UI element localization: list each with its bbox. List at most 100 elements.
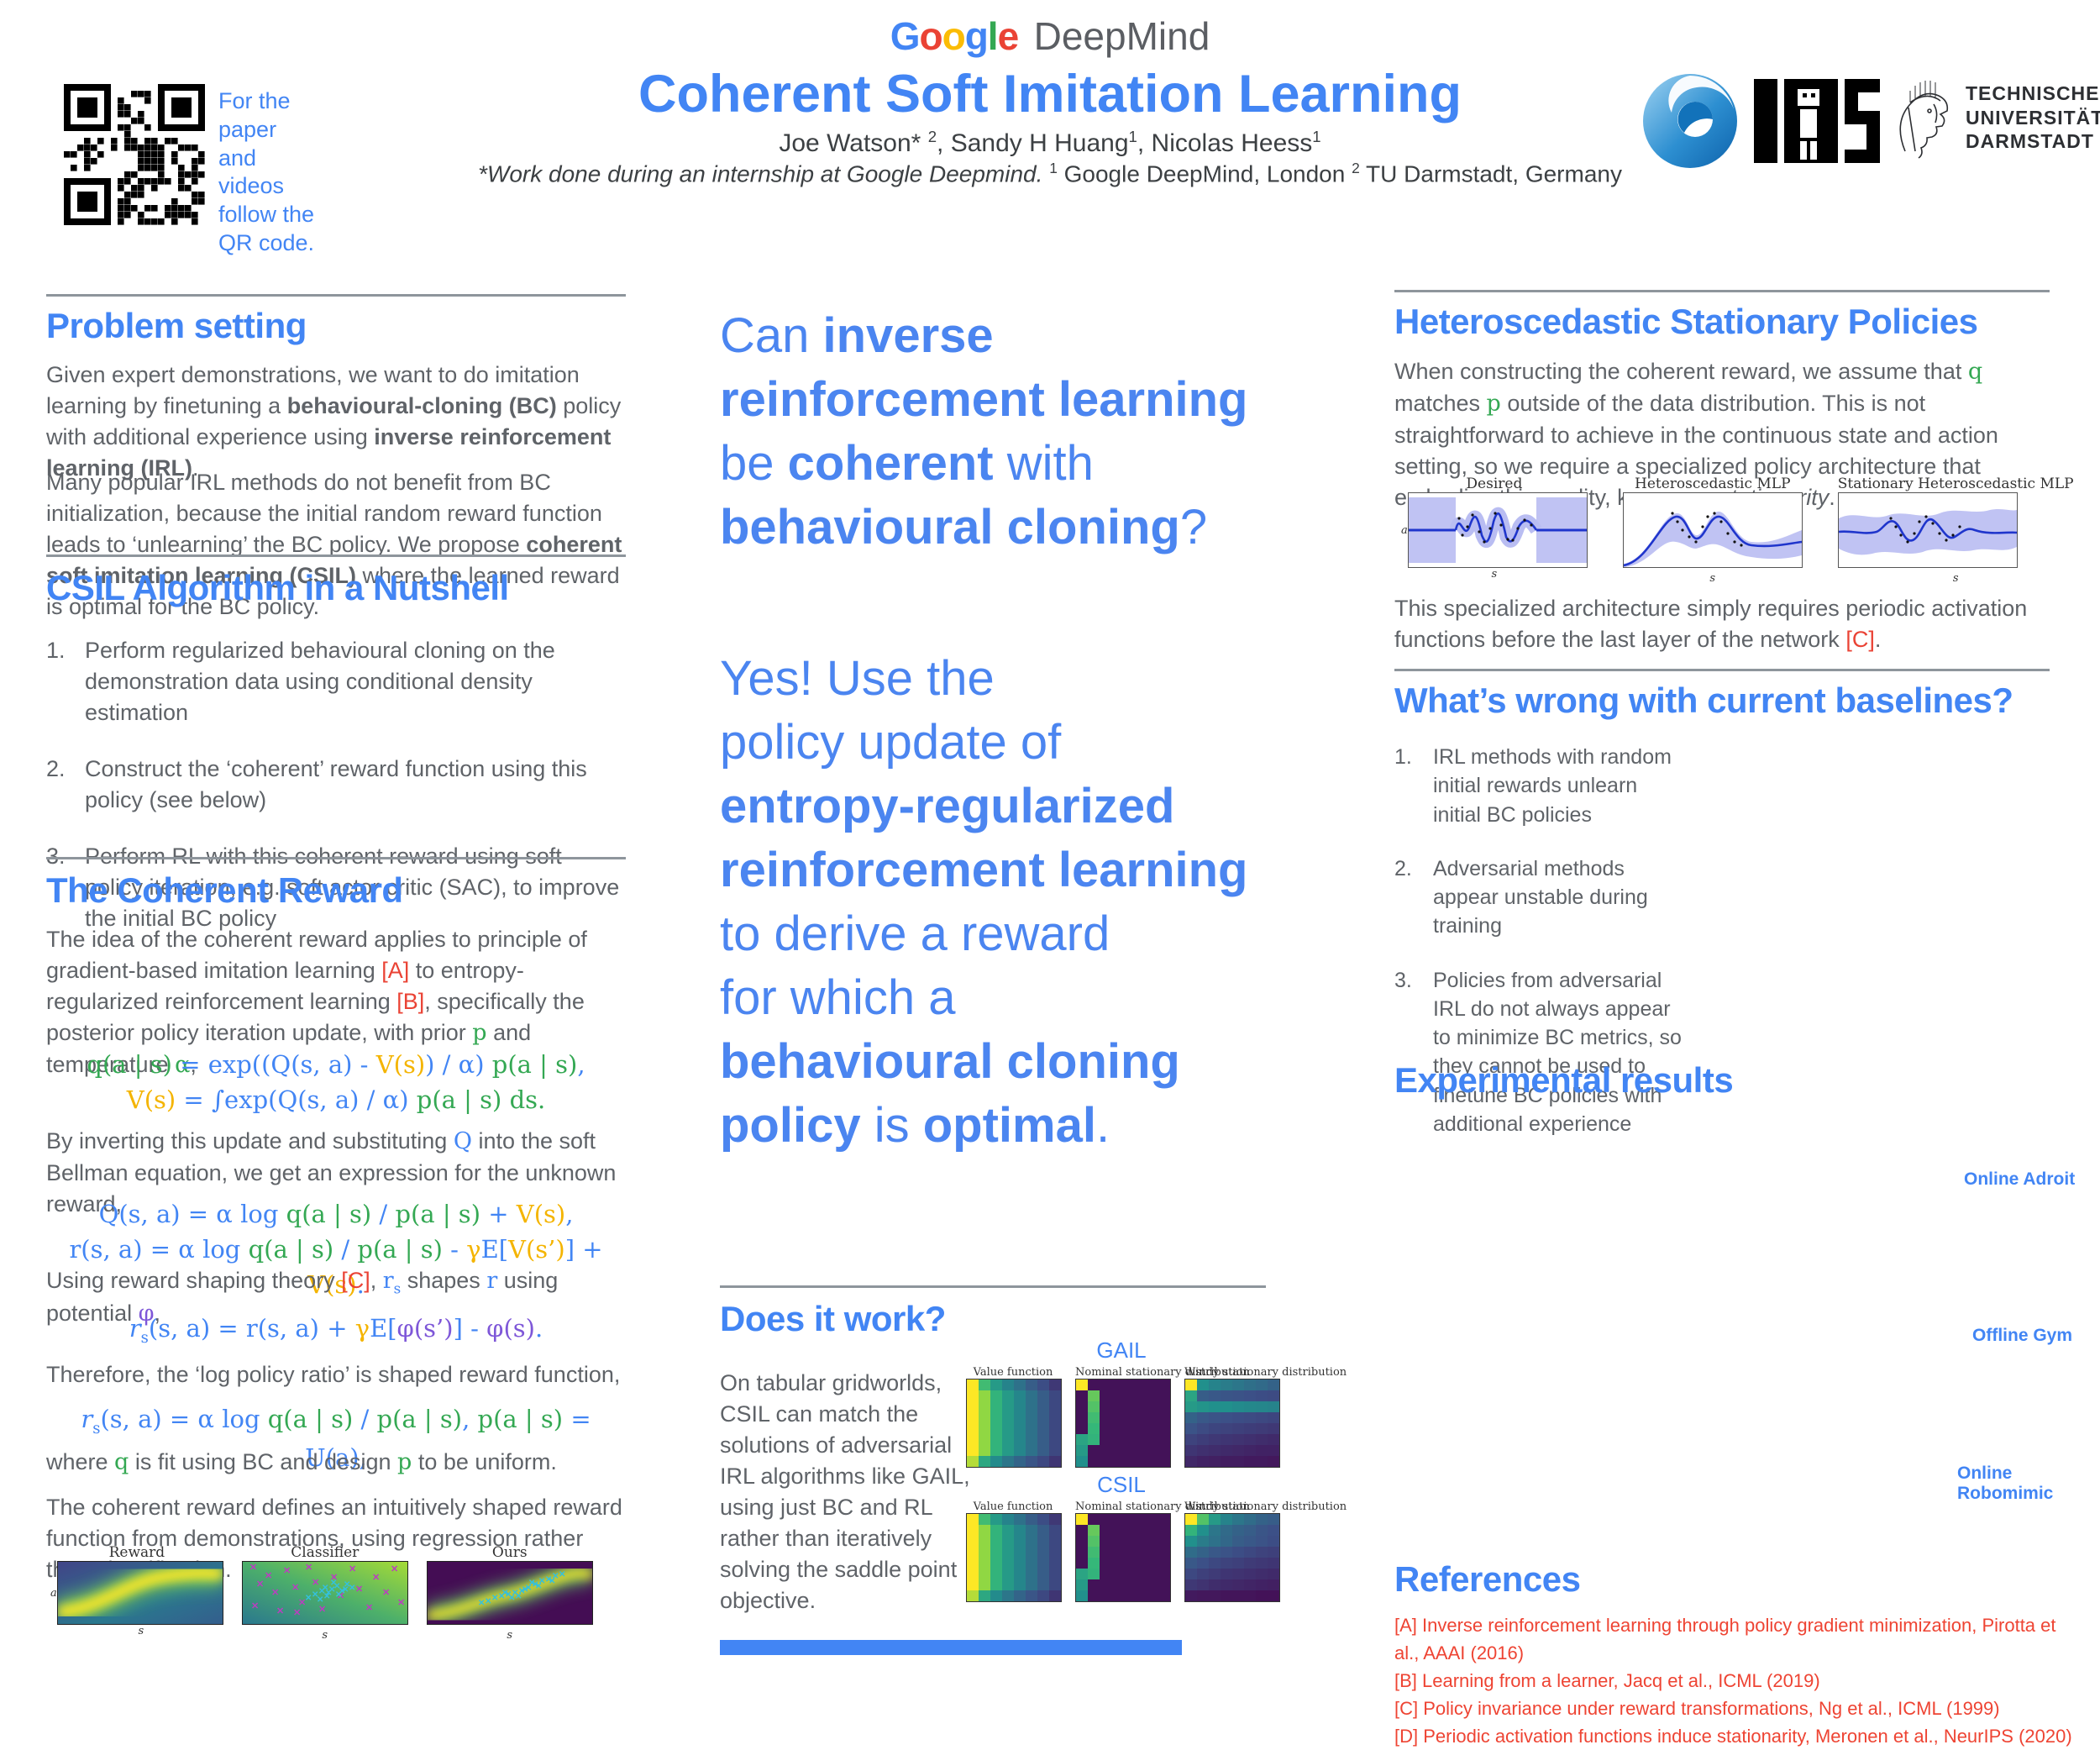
text-segment: , Nicolas Heess (1137, 129, 1313, 157)
heatmap-cell (1221, 1456, 1232, 1467)
heatmap-cell (1268, 1590, 1279, 1601)
qr-finder (77, 97, 97, 118)
heatmap-cell (1049, 1569, 1061, 1579)
heatmap-cell (1076, 1456, 1088, 1467)
heatmap-cell (1026, 1569, 1037, 1579)
heatmap-cell (1123, 1380, 1135, 1390)
qr-module (144, 158, 151, 165)
text-segment: [B] (396, 988, 425, 1014)
heatmap-cell (1232, 1547, 1244, 1558)
heatmap-cell (1002, 1514, 1014, 1525)
heatmap-cell (1244, 1525, 1256, 1536)
qr-module (71, 151, 77, 158)
text-segment: , (565, 1200, 574, 1228)
qr-module (124, 205, 131, 212)
qr-module (171, 158, 178, 165)
google-wordmark: Google (890, 14, 1019, 58)
density-panel-ours: Ours ✕ ✕ ✕ ✕ ✕ ✕ ✕ ✕ ✕ ✕ ✕ ✕ ✕ ✕ ✕ ✕ ✕ ✕ ✕ ✕ s (426, 1544, 597, 1642)
heatmap-cell (1244, 1558, 1256, 1569)
sample-x-mark: ✕ (283, 1566, 291, 1576)
qr-module (178, 165, 185, 171)
heatmap-cell (1197, 1445, 1209, 1456)
qr-module (138, 145, 144, 151)
heatmap-cell (1135, 1456, 1147, 1467)
heatmap-cell (1123, 1558, 1135, 1569)
text-segment: φ (138, 1301, 155, 1327)
expert-x-mark: ✕ (525, 1584, 532, 1593)
text-segment: E[ (370, 1314, 397, 1343)
text-segment: is fit using BC and design (129, 1449, 398, 1474)
x-axis-label: s (507, 1629, 513, 1642)
heatmap-cell (1088, 1434, 1100, 1445)
heatmap-cell (1014, 1547, 1026, 1558)
heatmap-cell (1100, 1569, 1111, 1579)
heatmap-cell (1185, 1456, 1197, 1467)
heatmap-cell (1037, 1401, 1049, 1412)
data-points (1671, 512, 1743, 547)
heatmap-cell (1209, 1525, 1221, 1536)
heatmap-cell (1209, 1434, 1221, 1445)
expert-x-mark: ✕ (491, 1594, 498, 1603)
heatmap-cell (1256, 1423, 1268, 1434)
sample-x-mark: ✕ (337, 1591, 344, 1601)
heatmap-cell (1135, 1569, 1147, 1579)
heatmap-cell (1135, 1390, 1147, 1401)
heatmap-cell (1135, 1514, 1147, 1525)
heatmap-cell (1037, 1445, 1049, 1456)
text-segment: inverse reinforcement learning (IRL) (46, 423, 612, 481)
heatmap-cell (1244, 1536, 1256, 1547)
expert-x-mark: ✕ (335, 1590, 342, 1600)
expert-x-mark: ✕ (515, 1592, 522, 1601)
expert-x-mark: ✕ (312, 1590, 318, 1600)
qr-module (131, 118, 138, 124)
equation-line: Q(s, a) = α log q(a | s) / p(a | s) + V(… (46, 1196, 626, 1232)
heatmap-cell (1197, 1390, 1209, 1401)
heatmap-cell (1002, 1434, 1014, 1445)
gridworld-panel: Nominal stationary distribution (1075, 1366, 1250, 1468)
qr-module (165, 178, 171, 185)
headline-line: Can inverse (720, 304, 1383, 368)
text-segment: with (993, 435, 1094, 491)
text-segment: where (46, 1449, 115, 1474)
qr-module (124, 124, 131, 131)
ias-logo (1754, 79, 1880, 163)
problem-paragraph-1: Given expert demonstrations, we want to … (46, 360, 626, 484)
panel-title: Ours (491, 1544, 528, 1561)
heatmap-cell (1049, 1434, 1061, 1445)
heatmap-cell (990, 1401, 1002, 1412)
text-segment: Q(s, a) = α log (98, 1200, 286, 1228)
heatmap-cell (979, 1445, 990, 1456)
heatmap-cell (967, 1569, 979, 1579)
heatmap-cell (1197, 1380, 1209, 1390)
qr-module (151, 151, 158, 158)
heatmap-cell (1088, 1401, 1100, 1412)
qr-module (138, 151, 144, 158)
nominal-distribution-heatmap (1075, 1513, 1171, 1602)
heatmap-cell (1100, 1456, 1111, 1467)
heatmap-cell (1147, 1380, 1158, 1390)
panel-title: Value function (973, 1500, 1053, 1513)
item-number: 1. (1394, 745, 1412, 769)
qr-module (192, 145, 198, 151)
heatmap-cell (1268, 1536, 1279, 1547)
expert-x-mark: ✕ (528, 1579, 535, 1588)
qr-module (138, 218, 144, 225)
sample-x-mark: ✕ (355, 1584, 363, 1595)
heatmap-cell (990, 1569, 1002, 1579)
heatmap-cell (1209, 1514, 1221, 1525)
qr-note-line: follow the (218, 202, 315, 227)
heatmap-cell (1185, 1536, 1197, 1547)
text-segment: *Work done during an internship at Googl… (478, 160, 1043, 187)
heatmap-cell (990, 1412, 1002, 1423)
adroit-row (1418, 1101, 1452, 1112)
qr-module (138, 111, 144, 118)
heatmap-cell (1111, 1579, 1123, 1590)
item-number: 3. (1394, 968, 1412, 992)
qr-module (97, 151, 104, 158)
heatmap-cell (967, 1579, 979, 1590)
text-segment: [C] (1845, 626, 1875, 652)
heatmap-cell (1076, 1434, 1088, 1445)
heatmap-cell (1135, 1558, 1147, 1569)
heatmap-cell (1209, 1423, 1221, 1434)
heatmap-cell (979, 1514, 990, 1525)
